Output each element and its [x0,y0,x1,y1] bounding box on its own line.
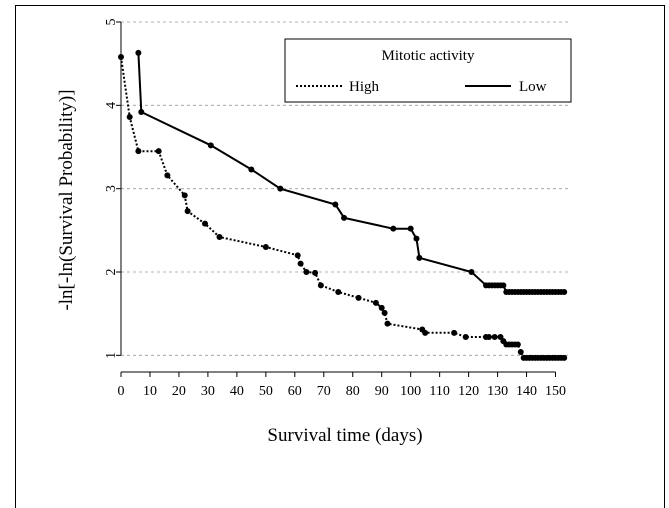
x-tick-label: 20 [172,384,186,399]
series-layer [118,49,568,361]
x-tick-label: 30 [201,384,215,399]
data-point-high [451,329,458,336]
x-tick-label: 100 [400,384,421,399]
data-point-high [303,269,310,275]
grid-lines [121,21,570,356]
y-axis-title: -ln[-ln(Survival Probability)] [56,89,77,310]
data-point-high [294,252,301,259]
data-point-high [384,320,391,327]
y-tick-label: 2 [104,269,119,276]
data-point-low [341,214,348,221]
data-point-low [207,142,214,149]
data-point-high [561,354,568,361]
data-point-high [126,114,133,120]
legend-label-low: Low [519,79,547,95]
data-point-low [390,225,397,232]
data-point-low [332,201,339,208]
data-point-high [135,148,142,155]
data-point-high [491,334,498,340]
data-point-low [277,185,284,192]
x-tick-label: 110 [429,384,449,399]
x-tick-label: 0 [118,384,125,399]
x-axis-title: Survival time (days) [267,425,422,446]
data-point-low [413,235,420,242]
data-point-low [138,109,145,115]
data-point-high [262,244,269,250]
data-point-low [407,225,414,232]
data-point-high [381,309,388,316]
x-tick-label: 40 [230,384,244,399]
x-tick-label: 80 [346,384,360,399]
x-tick-label: 10 [143,384,157,399]
x-tick-label: 120 [458,384,479,399]
data-point-high [485,334,492,340]
y-tick-label: 4 [104,102,119,109]
data-point-high [297,260,304,267]
data-point-high [497,334,504,340]
data-point-high [202,220,209,227]
x-tick-label: 60 [288,384,302,399]
data-point-high [317,282,324,289]
x-tick-label: 50 [259,384,273,399]
data-point-high [462,334,469,340]
y-tick-label: 5 [104,19,119,26]
y-tick-label: 3 [104,185,119,192]
data-point-high [216,234,223,240]
data-point-high [181,192,188,199]
data-point-high [517,349,524,355]
x-tick-label: 70 [317,384,331,399]
data-point-low [561,289,568,295]
legend-label-high: High [349,79,380,95]
data-point-high [335,289,342,295]
legend-box [284,38,572,103]
data-point-high [312,269,319,276]
data-point-high [184,208,191,215]
data-point-high [118,54,124,60]
data-point-high [155,148,162,155]
data-point-high [372,299,379,306]
data-point-low [248,166,255,173]
x-tick-label: 130 [487,384,508,399]
data-point-high [164,172,171,179]
figure-frame [15,5,665,508]
data-point-high [514,341,521,348]
data-point-low [416,254,423,261]
x-tick-label: 150 [545,384,566,399]
y-tick-label: 1 [104,352,119,359]
data-point-low [500,282,507,289]
data-point-low [135,49,142,56]
data-point-high [422,329,429,336]
x-tick-label: 140 [516,384,537,399]
legend: Mitotic activity High Low [284,38,572,103]
x-tick-label: 90 [375,384,389,399]
data-point-high [355,294,362,301]
data-point-low [468,269,475,275]
legend-title: Mitotic activity [382,48,475,64]
data-point-high [378,304,385,311]
